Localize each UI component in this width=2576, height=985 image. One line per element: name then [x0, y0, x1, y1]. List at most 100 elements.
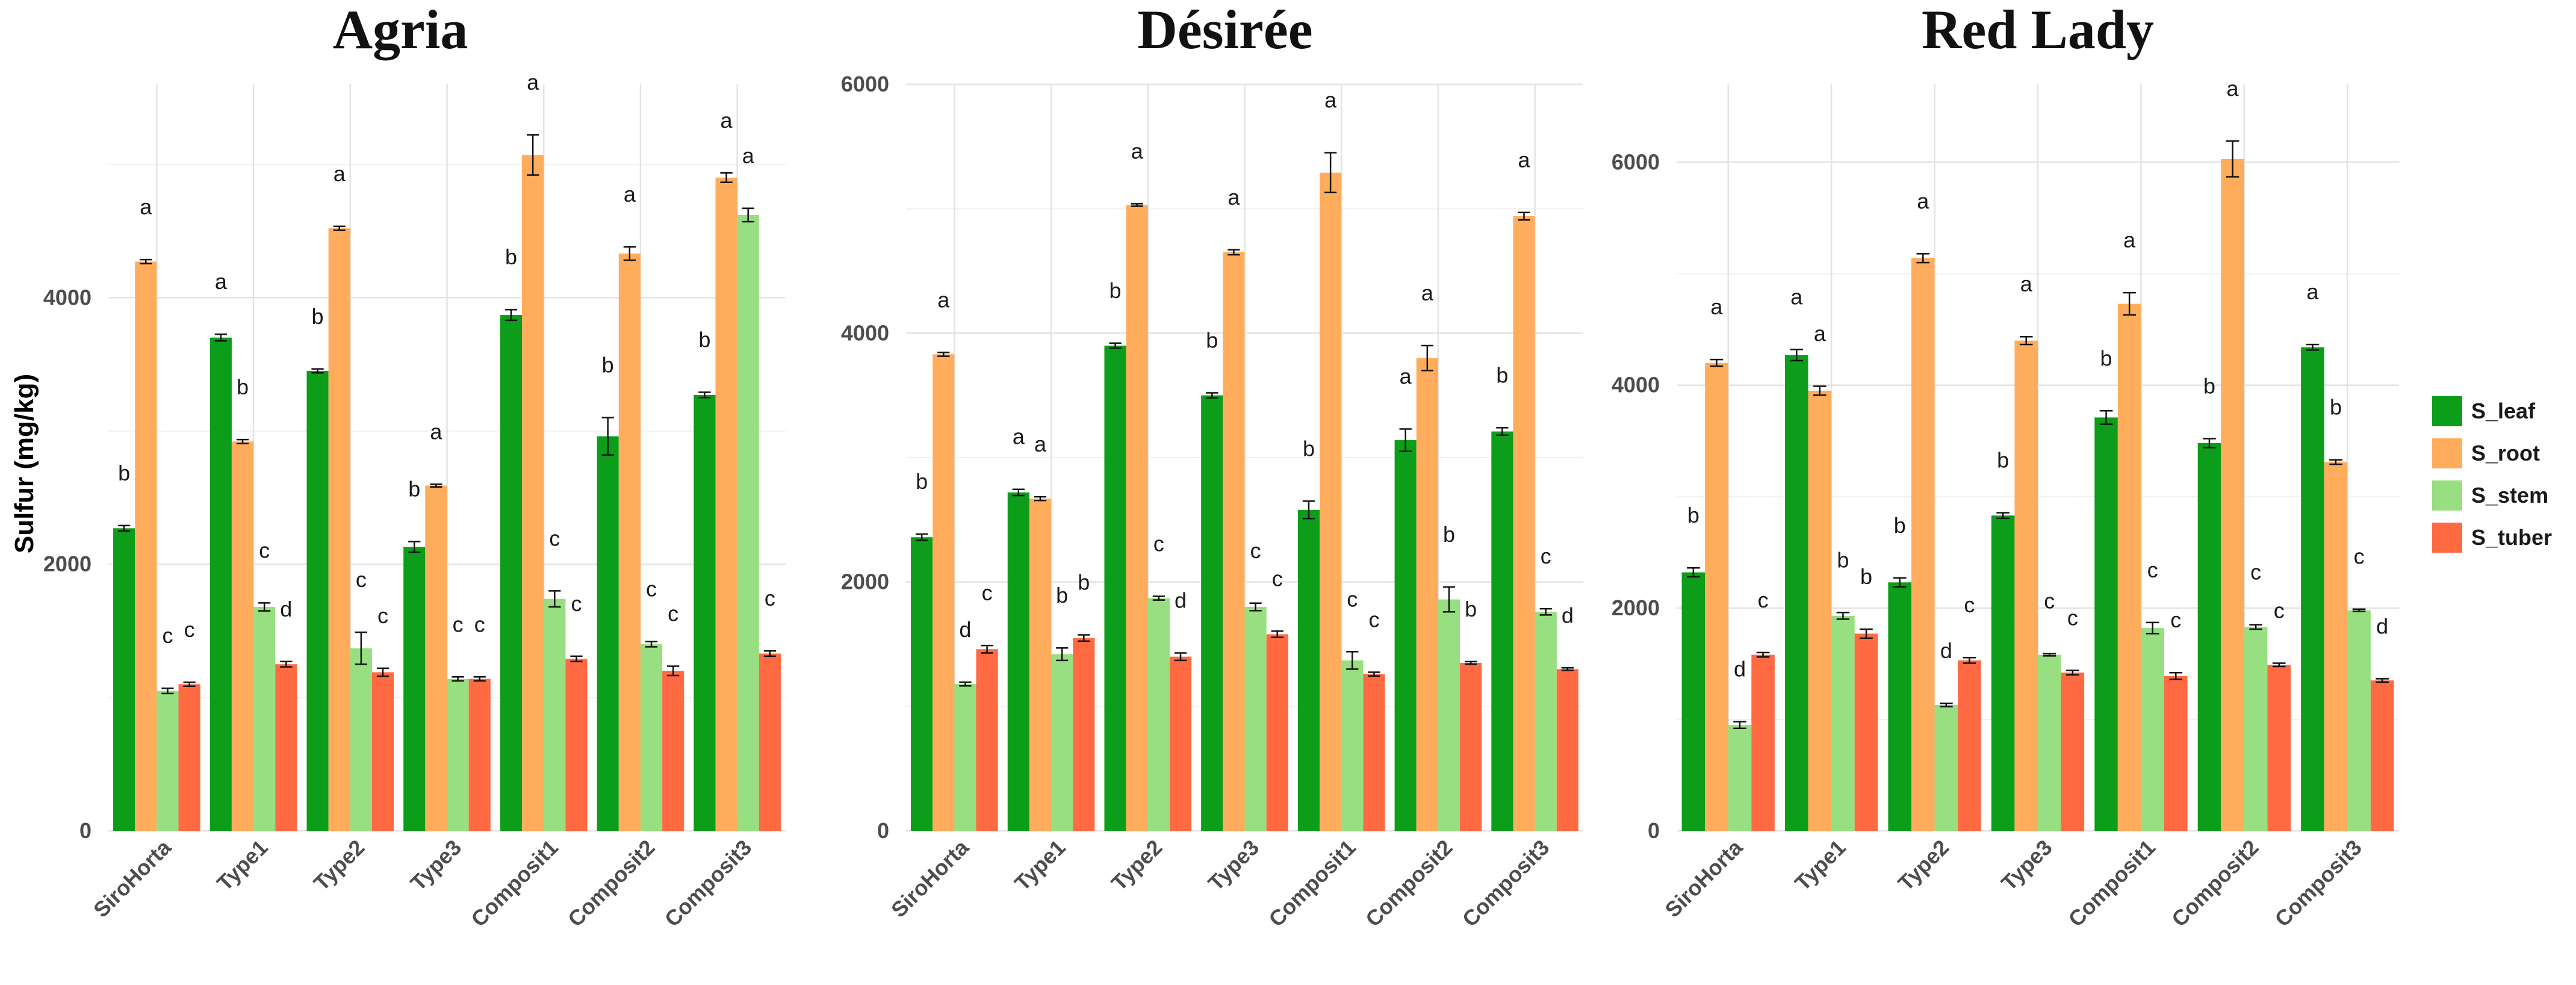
error-bar — [1131, 203, 1143, 207]
bar-s-stem-sirohorta — [954, 684, 976, 831]
significance-letter: c — [571, 591, 582, 616]
y-axis-label: Sulfur (mg/kg) — [10, 374, 39, 553]
bar-s-root-sirohorta — [1705, 362, 1728, 831]
significance-letter: b — [1465, 597, 1477, 621]
error-bar — [698, 391, 711, 399]
error-bar — [1518, 211, 1530, 221]
significance-letter: c — [2354, 544, 2365, 569]
bar-s-tuber-composit2 — [1460, 663, 1482, 831]
error-bar — [1996, 512, 2010, 520]
bar-s-leaf-composit3 — [2301, 347, 2324, 831]
bar-s-tuber-sirohorta — [178, 684, 200, 831]
bar-s-root-composit1 — [1320, 172, 1342, 831]
bar-s-tuber-type3 — [2061, 673, 2085, 831]
error-bar — [742, 207, 754, 223]
error-bar — [2226, 140, 2239, 178]
error-bar — [981, 644, 993, 654]
error-bar — [1790, 349, 1804, 362]
bar-s-tuber-composit2 — [662, 671, 684, 831]
error-bar — [601, 417, 614, 456]
legend-swatch-s-tuber — [2432, 523, 2462, 553]
error-bar — [623, 246, 636, 261]
x-tick-label: Composit1 — [466, 835, 563, 932]
bar-s-leaf-composit3 — [694, 394, 716, 831]
significance-letter: c — [2274, 598, 2285, 623]
x-tick-label: Type2 — [1893, 835, 1954, 896]
panel-red-lady: Red Lady0200040006000babbbbaaaaaaabdbdcc… — [1612, 0, 2399, 931]
error-bar — [1836, 612, 1850, 620]
significance-letter: a — [721, 108, 733, 132]
error-bar — [2099, 410, 2113, 425]
significance-letter: b — [1078, 570, 1090, 595]
error-bar — [937, 352, 950, 357]
significance-letter: d — [959, 617, 971, 642]
error-bar — [236, 438, 249, 444]
bar-s-tuber-composit2 — [2267, 665, 2291, 831]
bar-s-root-type1 — [1808, 390, 1832, 831]
significance-letter: c — [1153, 531, 1164, 556]
bar-s-tuber-composit1 — [565, 659, 588, 831]
error-bar — [2352, 608, 2366, 612]
x-tick-label: Type2 — [1106, 835, 1167, 896]
significance-letter: a — [1917, 188, 1929, 213]
legend-swatch-s-root — [2432, 438, 2462, 468]
significance-letter: b — [1443, 522, 1455, 547]
error-bar — [1813, 385, 1826, 396]
error-bar — [1561, 667, 1574, 671]
error-bar — [959, 681, 972, 687]
significance-letter: b — [1110, 278, 1122, 303]
error-bar — [2272, 662, 2286, 668]
error-bar — [1174, 652, 1187, 662]
significance-letter: b — [602, 353, 614, 378]
significance-letter: c — [1272, 566, 1283, 591]
error-bar — [1465, 660, 1477, 665]
significance-letter: a — [2227, 76, 2239, 101]
legend-label-s-leaf: S_leaf — [2471, 399, 2536, 423]
error-bar — [1324, 152, 1337, 194]
bar-s-stem-type2 — [350, 648, 372, 831]
bar-s-stem-sirohorta — [1728, 725, 1752, 831]
error-bar — [473, 676, 486, 682]
x-tick-label: Composit1 — [1264, 835, 1361, 932]
bar-s-leaf-composit2 — [597, 436, 619, 831]
error-bar — [1421, 344, 1433, 371]
bar-s-tuber-composit3 — [1556, 669, 1578, 831]
error-bar — [1687, 567, 1700, 578]
bar-s-stem-type3 — [2038, 654, 2061, 831]
bar-s-root-type2 — [1911, 258, 1935, 831]
significance-letter: c — [1964, 592, 1975, 617]
bar-s-root-type3 — [2014, 340, 2038, 831]
error-bar — [311, 368, 324, 374]
significance-letter: b — [2330, 395, 2342, 420]
error-bar — [1399, 428, 1412, 452]
significance-letter: a — [2020, 272, 2033, 296]
bar-s-root-sirohorta — [933, 354, 955, 831]
error-bar — [1940, 702, 1953, 707]
significance-letter: b — [2203, 374, 2215, 399]
y-tick-label: 6000 — [1612, 150, 1660, 175]
bar-s-stem-type3 — [447, 679, 469, 831]
x-tick-label: Type3 — [405, 835, 466, 896]
bar-s-stem-composit1 — [1341, 660, 1364, 831]
significance-letter: b — [1303, 436, 1315, 461]
bar-s-stem-composit3 — [1535, 612, 1557, 831]
bar-s-root-composit1 — [2117, 303, 2141, 831]
bar-s-stem-type1 — [1831, 615, 1855, 831]
bar-s-stem-type3 — [1244, 607, 1267, 831]
bar-s-stem-composit3 — [2347, 610, 2371, 831]
significance-letter: b — [1997, 448, 2009, 473]
significance-letter: b — [237, 374, 249, 399]
bar-s-tuber-type1 — [275, 664, 297, 831]
bar-s-tuber-type3 — [468, 679, 491, 831]
bar-s-stem-type1 — [1051, 654, 1073, 831]
x-tick-label: Composit3 — [1457, 835, 1554, 932]
error-bar — [2376, 678, 2389, 683]
error-bar — [355, 631, 367, 665]
significance-letter: a — [2123, 228, 2136, 252]
bar-s-root-type1 — [231, 441, 254, 831]
error-bar — [1893, 577, 1907, 588]
significance-letter: c — [453, 612, 464, 636]
bar-s-leaf-type1 — [209, 337, 232, 831]
bar-s-leaf-type2 — [1888, 582, 1911, 831]
error-bar — [763, 650, 777, 657]
